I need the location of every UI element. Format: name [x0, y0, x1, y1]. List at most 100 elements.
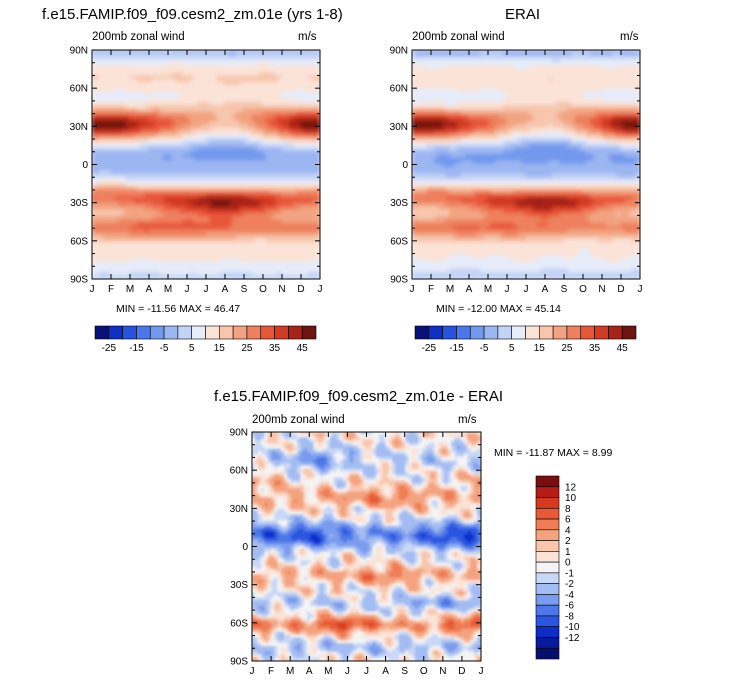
heat-cell: [308, 134, 313, 139]
heat-cell: [178, 114, 184, 120]
heat-cell: [133, 160, 139, 166]
heat-cell: [300, 59, 306, 64]
heat-cell: [243, 255, 249, 260]
heat-cell: [175, 262, 180, 267]
heat-cell: [281, 127, 287, 133]
heat-cell: [292, 258, 298, 264]
heat-cell: [137, 252, 142, 257]
heat-cell: [129, 144, 135, 149]
heat-cell: [201, 216, 207, 221]
heat-cell: [190, 82, 196, 87]
heat-cell: [156, 137, 161, 143]
heat-cell: [216, 196, 222, 202]
heat-cell: [243, 157, 249, 162]
heat-cell: [114, 163, 120, 169]
heat-cell: [239, 226, 245, 231]
heat-cell: [277, 157, 283, 162]
heat-cell: [228, 78, 234, 84]
heat-cell: [315, 147, 320, 153]
heat-cell: [296, 245, 302, 251]
heat-cell: [156, 245, 161, 251]
heat-cell: [232, 52, 237, 58]
heat-cell: [426, 50, 432, 54]
heat-cell: [243, 275, 249, 279]
heat-cell: [266, 118, 272, 123]
heat-cell: [285, 95, 291, 100]
heat-cell: [476, 65, 481, 71]
heat-cell: [292, 229, 298, 234]
heat-cell: [289, 101, 294, 107]
heat-cell: [144, 176, 150, 182]
heat-cell: [311, 98, 317, 103]
heat-cell: [529, 78, 535, 84]
heat-cell: [171, 160, 177, 166]
heat-cell: [289, 275, 294, 279]
heat-cell: [441, 88, 447, 94]
heat-cell: [102, 167, 108, 172]
heat-cell: [110, 72, 116, 77]
heat-cell: [110, 150, 116, 156]
heat-cell: [209, 163, 215, 169]
heat-cell: [438, 88, 443, 94]
heat-cell: [102, 235, 108, 241]
heat-cell: [201, 127, 207, 133]
heat-cell: [609, 85, 614, 90]
heat-cell: [308, 222, 313, 228]
heat-cell: [620, 69, 626, 74]
heat-cell: [152, 131, 158, 136]
heat-cell: [133, 239, 139, 244]
heat-cell: [487, 55, 493, 61]
heat-cell: [114, 212, 120, 218]
heat-cell: [281, 183, 287, 188]
heat-cell: [460, 52, 466, 58]
heat-cell: [582, 85, 588, 90]
heat-cell: [235, 190, 241, 195]
heat-cell: [114, 75, 120, 81]
heat-cell: [118, 186, 123, 192]
heat-cell: [159, 239, 165, 244]
heat-cell: [224, 216, 230, 221]
heat-cell: [220, 180, 226, 185]
heat-cell: [129, 78, 135, 84]
heat-cell: [125, 226, 131, 231]
heat-cell: [205, 190, 211, 195]
heat-cell: [495, 82, 500, 87]
heat-cell: [266, 219, 272, 224]
heat-cell: [289, 212, 294, 218]
heat-cell: [95, 72, 101, 77]
heat-cell: [296, 95, 302, 100]
heat-cell: [129, 170, 135, 175]
heat-cell: [315, 75, 320, 81]
heat-cell: [190, 252, 196, 257]
heat-cell: [144, 65, 150, 71]
heat-cell: [239, 72, 245, 77]
heat-cell: [251, 157, 256, 162]
heat-cell: [144, 235, 150, 241]
heat-cell: [254, 206, 260, 211]
heat-cell: [175, 154, 180, 159]
heat-cell: [273, 219, 279, 224]
heat-cell: [285, 144, 291, 149]
heat-cell: [106, 95, 112, 100]
heat-cell: [304, 75, 310, 81]
heat-cell: [457, 72, 462, 77]
heat-cell: [186, 229, 192, 234]
heat-cell: [167, 160, 173, 166]
heat-cell: [258, 232, 264, 238]
heat-cell: [281, 248, 287, 254]
heat-cell: [133, 186, 139, 192]
heat-cell: [92, 203, 97, 208]
heat-cell: [144, 105, 150, 110]
heat-cell: [441, 65, 447, 71]
heat-cell: [175, 212, 180, 218]
heat-cell: [487, 52, 493, 58]
heat-cell: [289, 262, 294, 267]
heat-cell: [92, 239, 97, 244]
heat-cell: [102, 248, 108, 254]
heat-cell: [186, 232, 192, 238]
heat-cell: [125, 118, 131, 123]
heat-cell: [190, 154, 196, 159]
heat-cell: [574, 78, 580, 84]
heat-cell: [273, 186, 279, 192]
heat-cell: [525, 65, 531, 71]
